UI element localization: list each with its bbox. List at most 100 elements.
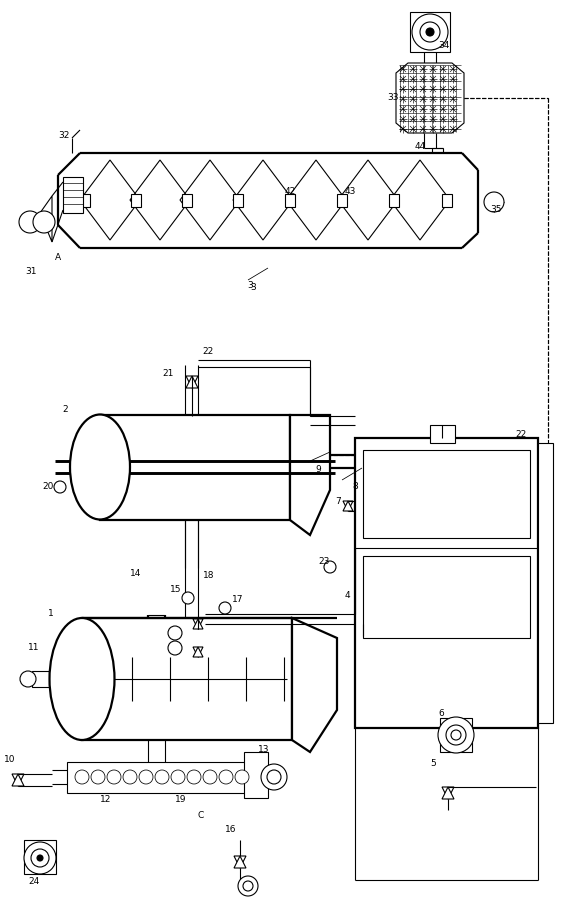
Circle shape [182,592,194,604]
Circle shape [123,770,137,784]
Circle shape [31,849,49,867]
Bar [80,194,90,207]
Text: 13: 13 [258,746,269,754]
Bar [63,177,83,213]
Text: 1: 1 [48,609,54,618]
Circle shape [324,561,336,573]
Circle shape [155,770,169,784]
Polygon shape [12,774,24,786]
Bar [389,194,399,207]
Polygon shape [290,415,330,535]
Circle shape [484,192,504,212]
Circle shape [20,671,36,687]
Bar [233,194,243,207]
Circle shape [171,770,185,784]
Polygon shape [193,619,203,629]
Text: 31: 31 [25,267,36,277]
Text: 6: 6 [438,710,444,718]
Circle shape [54,481,66,493]
Text: 16: 16 [225,825,236,834]
Text: 5: 5 [430,760,436,769]
Bar [430,425,455,443]
Text: 43: 43 [345,187,356,196]
Bar [285,194,295,207]
Circle shape [75,770,89,784]
Circle shape [33,211,55,233]
Circle shape [37,855,43,861]
Text: 18: 18 [203,571,215,580]
Text: C: C [198,810,204,820]
Polygon shape [193,619,203,629]
Bar [410,12,450,52]
Text: 2: 2 [62,406,68,415]
Text: 14: 14 [130,569,141,577]
Text: 4: 4 [345,590,350,599]
Text: 22: 22 [515,431,526,440]
Text: 33: 33 [387,93,399,102]
Text: 44: 44 [415,143,426,151]
Text: 21: 21 [162,369,173,377]
Text: 3: 3 [247,280,253,290]
Polygon shape [234,856,246,868]
Text: 32: 32 [58,132,69,140]
Bar [100,415,290,520]
Circle shape [168,641,182,655]
Circle shape [107,770,121,784]
Text: 42: 42 [285,187,296,196]
Text: 8: 8 [352,482,358,491]
Polygon shape [343,501,353,511]
Text: A: A [55,254,61,263]
Bar [24,840,56,874]
Bar [32,671,50,687]
Circle shape [139,770,153,784]
Ellipse shape [49,618,115,740]
Circle shape [91,770,105,784]
Polygon shape [343,501,353,511]
Bar [363,556,530,638]
Bar [182,194,192,207]
Circle shape [187,770,201,784]
Bar [82,618,292,740]
Text: 15: 15 [170,585,182,595]
Bar [67,762,252,793]
Bar [440,718,472,752]
Polygon shape [234,856,246,868]
Polygon shape [193,647,203,657]
Text: 20: 20 [42,482,53,491]
Circle shape [426,28,434,36]
Text: 24: 24 [28,878,39,886]
Polygon shape [292,618,337,752]
Bar [355,438,538,728]
Ellipse shape [70,415,130,519]
Text: 34: 34 [438,41,449,51]
Polygon shape [193,647,203,657]
Bar [363,450,530,538]
Text: 7: 7 [335,498,341,506]
Circle shape [235,770,249,784]
Text: 9: 9 [315,466,321,475]
Polygon shape [442,787,454,799]
Text: 17: 17 [232,596,244,605]
Text: 10: 10 [4,755,15,764]
Circle shape [261,764,287,790]
Circle shape [19,211,41,233]
Bar [244,752,268,798]
Circle shape [219,770,233,784]
Text: 19: 19 [175,796,186,805]
Circle shape [412,14,448,50]
Text: 12: 12 [100,796,111,805]
Polygon shape [12,774,24,786]
Circle shape [168,626,182,640]
Bar [131,194,141,207]
Text: 22: 22 [202,348,213,357]
Circle shape [203,770,217,784]
Bar [337,194,347,207]
Circle shape [446,725,466,745]
Text: 35: 35 [490,206,502,215]
Bar [538,443,553,723]
Text: 23: 23 [318,558,329,566]
Bar [442,194,452,207]
Polygon shape [186,376,198,388]
Circle shape [451,730,461,740]
Circle shape [243,881,253,891]
